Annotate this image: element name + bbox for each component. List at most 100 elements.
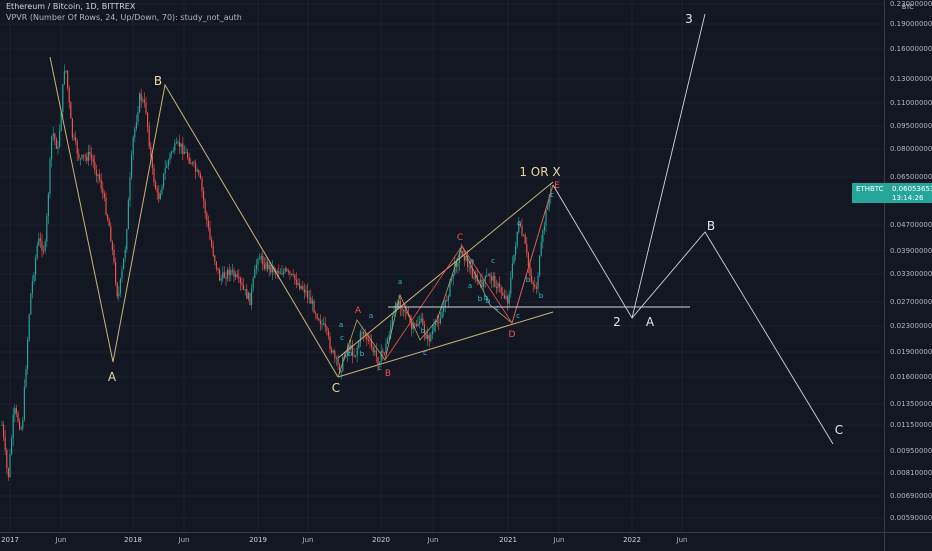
- candle-body: [151, 156, 153, 169]
- candle-body: [190, 163, 192, 165]
- candle-body: [327, 330, 329, 337]
- candle-body: [287, 270, 289, 272]
- candle-body: [46, 216, 48, 242]
- indicator-legend[interactable]: VPVR (Number Of Rows, 24, Up/Down, 70): …: [6, 13, 242, 22]
- price-tick: 0.08000000: [890, 145, 932, 153]
- candle-body: [409, 315, 411, 323]
- candle-body: [375, 350, 377, 357]
- candle-body: [491, 276, 493, 281]
- candle-body: [302, 286, 304, 290]
- candle-body: [380, 350, 382, 363]
- candle-body: [396, 303, 398, 308]
- candle-body: [180, 143, 182, 147]
- candle-body: [324, 323, 326, 327]
- candle-body: [219, 269, 221, 281]
- candle-body: [353, 355, 355, 357]
- candle-body: [534, 284, 536, 287]
- candle-body: [100, 179, 102, 189]
- candle-body: [191, 162, 193, 164]
- candle-body: [78, 153, 80, 159]
- candle-body: [295, 279, 297, 285]
- candle-body: [283, 271, 285, 275]
- time-tick: Jun: [427, 536, 439, 544]
- main-wave-label: A: [108, 370, 117, 384]
- candle-body: [382, 350, 384, 353]
- candle-body: [383, 352, 385, 354]
- candle-body: [529, 265, 531, 276]
- candle-body: [374, 350, 376, 353]
- candle-body: [459, 252, 461, 263]
- chart-legend-title[interactable]: Ethereum / Bitcoin, 1D, BITTREX: [6, 2, 136, 11]
- candle-body: [252, 278, 254, 289]
- candle-body: [431, 331, 433, 335]
- candle-body: [449, 280, 451, 297]
- candle-body: [399, 300, 401, 309]
- candle-body: [177, 142, 179, 144]
- candle-body: [489, 274, 491, 277]
- candle-body: [441, 311, 443, 319]
- candle-body: [95, 169, 97, 176]
- candle-body: [187, 152, 189, 158]
- candle-body: [123, 258, 125, 269]
- candle-body: [183, 152, 185, 155]
- candle-body: [420, 318, 422, 322]
- candle-body: [497, 283, 499, 289]
- candle-body: [75, 137, 77, 142]
- candle-body: [436, 320, 438, 323]
- candle-body: [244, 289, 246, 291]
- candle-body: [94, 162, 96, 170]
- candle-body: [451, 278, 453, 281]
- candle-body: [286, 268, 288, 271]
- candle-body: [535, 286, 537, 289]
- candle-body: [519, 223, 521, 227]
- projection-wave-label: 3: [685, 12, 693, 26]
- minor-wave-label: a: [369, 312, 373, 320]
- candle-body: [326, 326, 328, 331]
- candle-body: [135, 122, 137, 129]
- candle-body: [510, 277, 512, 294]
- candle-body: [316, 314, 318, 319]
- candle-body: [195, 163, 197, 172]
- candle-body: [215, 261, 217, 269]
- candle-body: [508, 293, 510, 304]
- price-axis[interactable]: 0.23000000 0.19000000 0.16000000 0.13000000…: [884, 0, 932, 532]
- candle-body: [107, 214, 109, 220]
- candle-body: [41, 241, 43, 251]
- candle-body: [308, 297, 310, 299]
- candle-body: [479, 279, 481, 282]
- candle-body: [414, 323, 416, 325]
- time-tick: 2022: [623, 536, 641, 544]
- candle-body: [281, 272, 283, 275]
- symbol-label: ETHBTC: [856, 185, 884, 193]
- candle-body: [164, 167, 166, 174]
- candle-body: [161, 186, 163, 194]
- candle-body: [515, 246, 517, 255]
- candle-body: [481, 279, 483, 288]
- main-wave-label: C: [332, 381, 340, 395]
- candle-body: [390, 325, 392, 335]
- candle-body: [337, 357, 339, 365]
- candle-body: [110, 226, 112, 242]
- time-axis[interactable]: 2017 Jun 2018 Jun 2019 Jun 2020 Jun 2021 Jun 2022 J…: [0, 532, 884, 551]
- candle-body: [126, 229, 128, 250]
- candle-body: [233, 270, 235, 277]
- candle-body: [527, 253, 529, 266]
- candle-body: [201, 178, 203, 192]
- candle-body: [150, 146, 152, 157]
- candle-body: [462, 250, 464, 256]
- minor-wave-label: c: [516, 312, 520, 320]
- candle-body: [86, 156, 88, 161]
- candle-body: [28, 314, 30, 341]
- price-tick: 0.16000000: [890, 45, 932, 53]
- candle-body: [300, 286, 302, 289]
- minor-wave-label: a: [470, 257, 474, 265]
- main-wave-label: 1 OR X: [519, 165, 560, 179]
- time-tick: Jun: [55, 536, 67, 544]
- candle-body: [361, 332, 363, 334]
- candle-body: [246, 289, 248, 299]
- main-wave-label: B: [154, 74, 162, 88]
- candle-body: [494, 275, 496, 288]
- candle-body: [203, 191, 205, 202]
